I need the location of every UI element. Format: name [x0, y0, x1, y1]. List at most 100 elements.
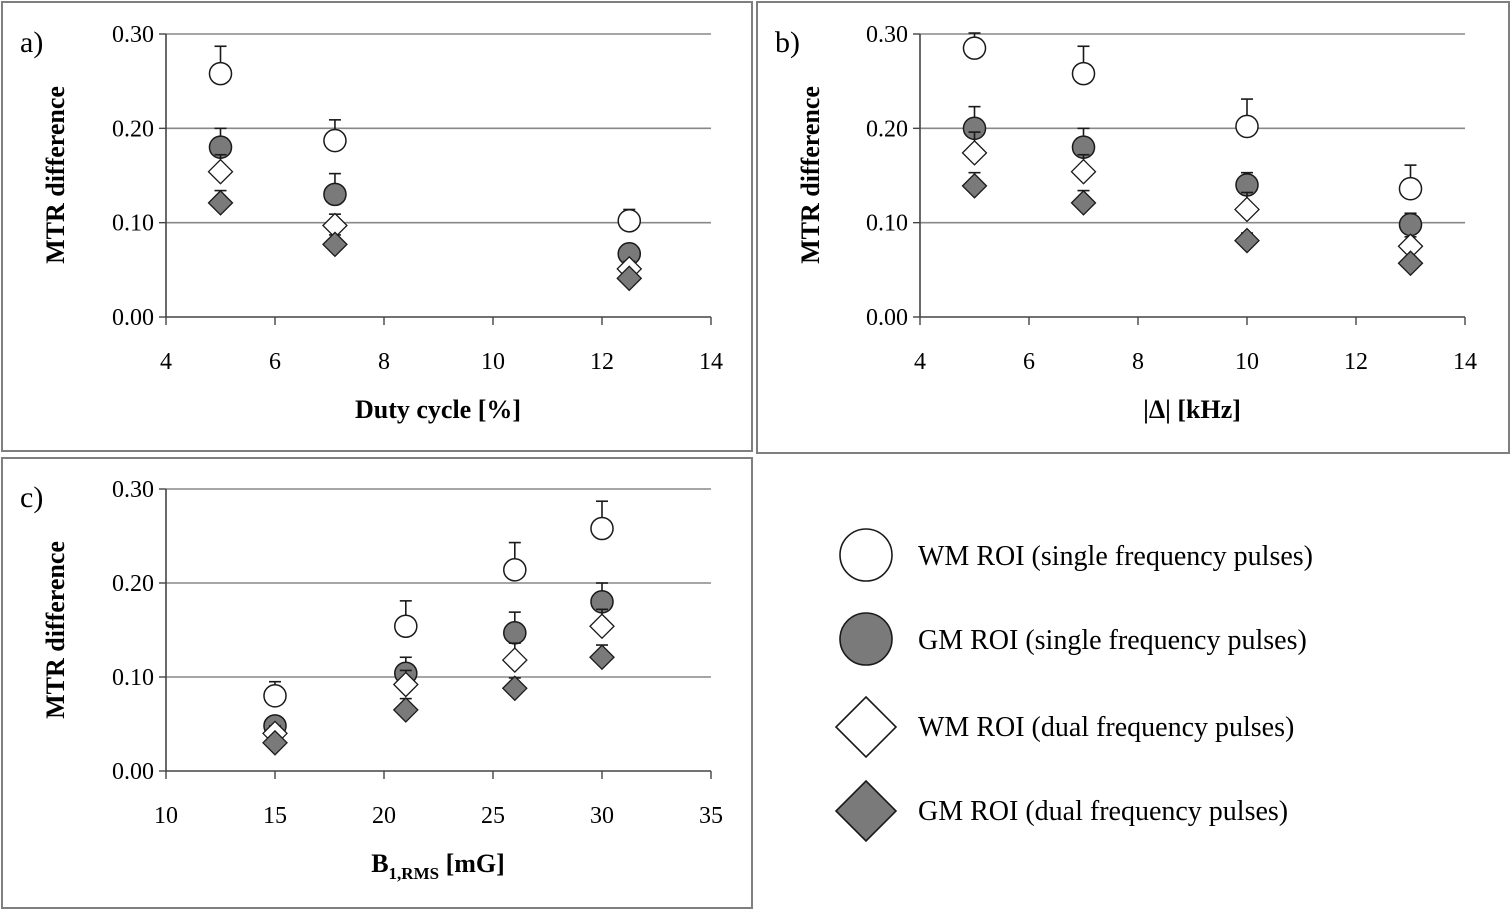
panel-label: c) [20, 481, 43, 514]
data-point-wm-single [1398, 176, 1423, 201]
series-wm-single [208, 45, 642, 233]
x-axis-label-main: |Δ| [kHz] [1143, 395, 1241, 424]
x-tick-label: 4 [914, 349, 926, 375]
x-tick-label: 12 [590, 349, 614, 375]
y-tick-label: 0.20 [866, 116, 908, 142]
data-point-gm-single [1398, 212, 1423, 237]
series-wm-dual [961, 131, 1424, 260]
chart-panel-c: 0.00 0.10 0.20 0.30 10 15 20 25 30 35 c) MTR differ… [20, 477, 723, 883]
y-axis-label: MTR difference [41, 86, 70, 264]
data-point-wm-dual [501, 647, 528, 673]
y-tick-label: 0.10 [112, 665, 154, 691]
data-point-wm-dual [207, 158, 234, 185]
legend-item-gm-dual: GM ROI (dual frequency pulses) [834, 779, 1288, 843]
data-point-wm-dual [1070, 158, 1097, 185]
legend-item-gm-single: GM ROI (single frequency pulses) [839, 612, 1307, 666]
x-tick-label: 30 [590, 803, 614, 829]
series-wm-dual [207, 153, 643, 282]
x-tick-label: 10 [1235, 349, 1259, 375]
data-point-wm-single [503, 558, 527, 582]
data-point-gm-dual [262, 729, 288, 756]
data-point-gm-dual [1234, 227, 1260, 254]
data-point-wm-single [962, 36, 987, 60]
y-tick-label: 0.00 [866, 305, 908, 331]
y-tick-label: 0.30 [866, 22, 908, 48]
data-point-wm-single [1235, 114, 1259, 139]
legend-label: WM ROI (dual frequency pulses) [918, 712, 1294, 743]
legend-marker-wm-dual [834, 695, 898, 759]
data-point-gm-dual [322, 231, 348, 258]
x-axis-label-main: B [371, 849, 388, 878]
data-point-wm-single [590, 516, 614, 541]
legend-label: GM ROI (single frequency pulses) [918, 625, 1307, 656]
data-point-wm-single [208, 61, 233, 86]
data-point-wm-single [617, 208, 642, 233]
x-tick-label: 4 [160, 349, 172, 375]
y-tick-label: 0.20 [112, 116, 154, 142]
data-point-wm-dual [392, 671, 419, 698]
series-gm-dual [262, 644, 615, 756]
data-point-gm-dual [961, 172, 988, 199]
y-axis-label: MTR difference [41, 541, 70, 719]
x-tick-label: 14 [699, 349, 723, 375]
series-gm-dual [207, 189, 643, 292]
data-point-wm-dual [589, 613, 615, 640]
data-point-gm-dual [207, 189, 234, 216]
x-tick-label: 10 [154, 803, 178, 829]
data-point-wm-dual [961, 139, 988, 166]
y-axis-label: MTR difference [796, 86, 825, 264]
y-tick-label: 0.30 [112, 477, 154, 503]
panel-b-frame [756, 1, 1510, 454]
data-point-gm-single [323, 182, 347, 207]
legend-label: WM ROI (single frequency pulses) [918, 541, 1313, 572]
x-tick-label: 10 [481, 349, 505, 375]
legend-label: GM ROI (dual frequency pulses) [918, 796, 1288, 827]
series-gm-single [962, 105, 1423, 237]
x-tick-label: 15 [263, 803, 287, 829]
x-axis-label-subscript: 1,RMS [389, 864, 440, 883]
panel-label: b) [775, 26, 800, 59]
legend-marker-gm-single [839, 612, 893, 666]
chart-panel-a: 0.00 0.10 0.20 0.30 4 6 8 10 12 14 a) MTR differenc… [20, 22, 723, 424]
data-point-wm-single [394, 614, 418, 639]
legend: WM ROI (single frequency pulses) GM ROI … [834, 528, 1313, 843]
data-point-gm-dual [616, 265, 643, 292]
chart-panel-b: 0.00 0.10 0.20 0.30 4 6 8 10 12 14 b) MTR differenc… [775, 22, 1477, 424]
series-gm-dual [961, 171, 1424, 277]
panel-label: a) [20, 26, 43, 59]
data-point-wm-dual [1234, 196, 1260, 223]
x-tick-label: 25 [481, 803, 505, 829]
series-gm-single [263, 582, 614, 738]
data-point-gm-dual [1070, 189, 1097, 216]
data-point-gm-single [503, 621, 527, 645]
x-tick-label: 14 [1453, 349, 1477, 375]
x-tick-label: 8 [1132, 349, 1144, 375]
y-tick-label: 0.20 [112, 571, 154, 597]
y-tick-label: 0.10 [112, 211, 154, 237]
data-point-wm-single [323, 128, 347, 153]
x-tick-label: 12 [1344, 349, 1368, 375]
legend-marker-gm-dual [834, 779, 898, 843]
data-point-wm-single [1071, 61, 1096, 86]
y-tick-label: 0.30 [112, 22, 154, 48]
y-tick-label: 0.00 [112, 759, 154, 785]
series-wm-single [962, 32, 1423, 201]
panel-c-frame [1, 457, 753, 909]
legend-marker-wm-single [839, 528, 893, 582]
x-axis-label-main: Duty cycle [%] [355, 395, 521, 424]
x-axis-label-unit: [mG] [439, 849, 505, 878]
legend-item-wm-dual: WM ROI (dual frequency pulses) [834, 695, 1294, 759]
series-wm-single [263, 500, 614, 708]
panel-a-frame [1, 1, 753, 452]
data-point-wm-single [263, 684, 287, 708]
y-tick-label: 0.10 [866, 211, 908, 237]
data-point-gm-dual [589, 644, 615, 671]
x-axis-label: B1,RMS [mG] [371, 849, 505, 883]
data-point-gm-dual [501, 675, 528, 702]
legend-item-wm-single: WM ROI (single frequency pulses) [839, 528, 1313, 582]
series-gm-single [208, 127, 642, 266]
data-point-gm-dual [392, 696, 419, 723]
x-tick-label: 6 [269, 349, 281, 375]
x-axis-label: Duty cycle [%] [355, 395, 521, 424]
